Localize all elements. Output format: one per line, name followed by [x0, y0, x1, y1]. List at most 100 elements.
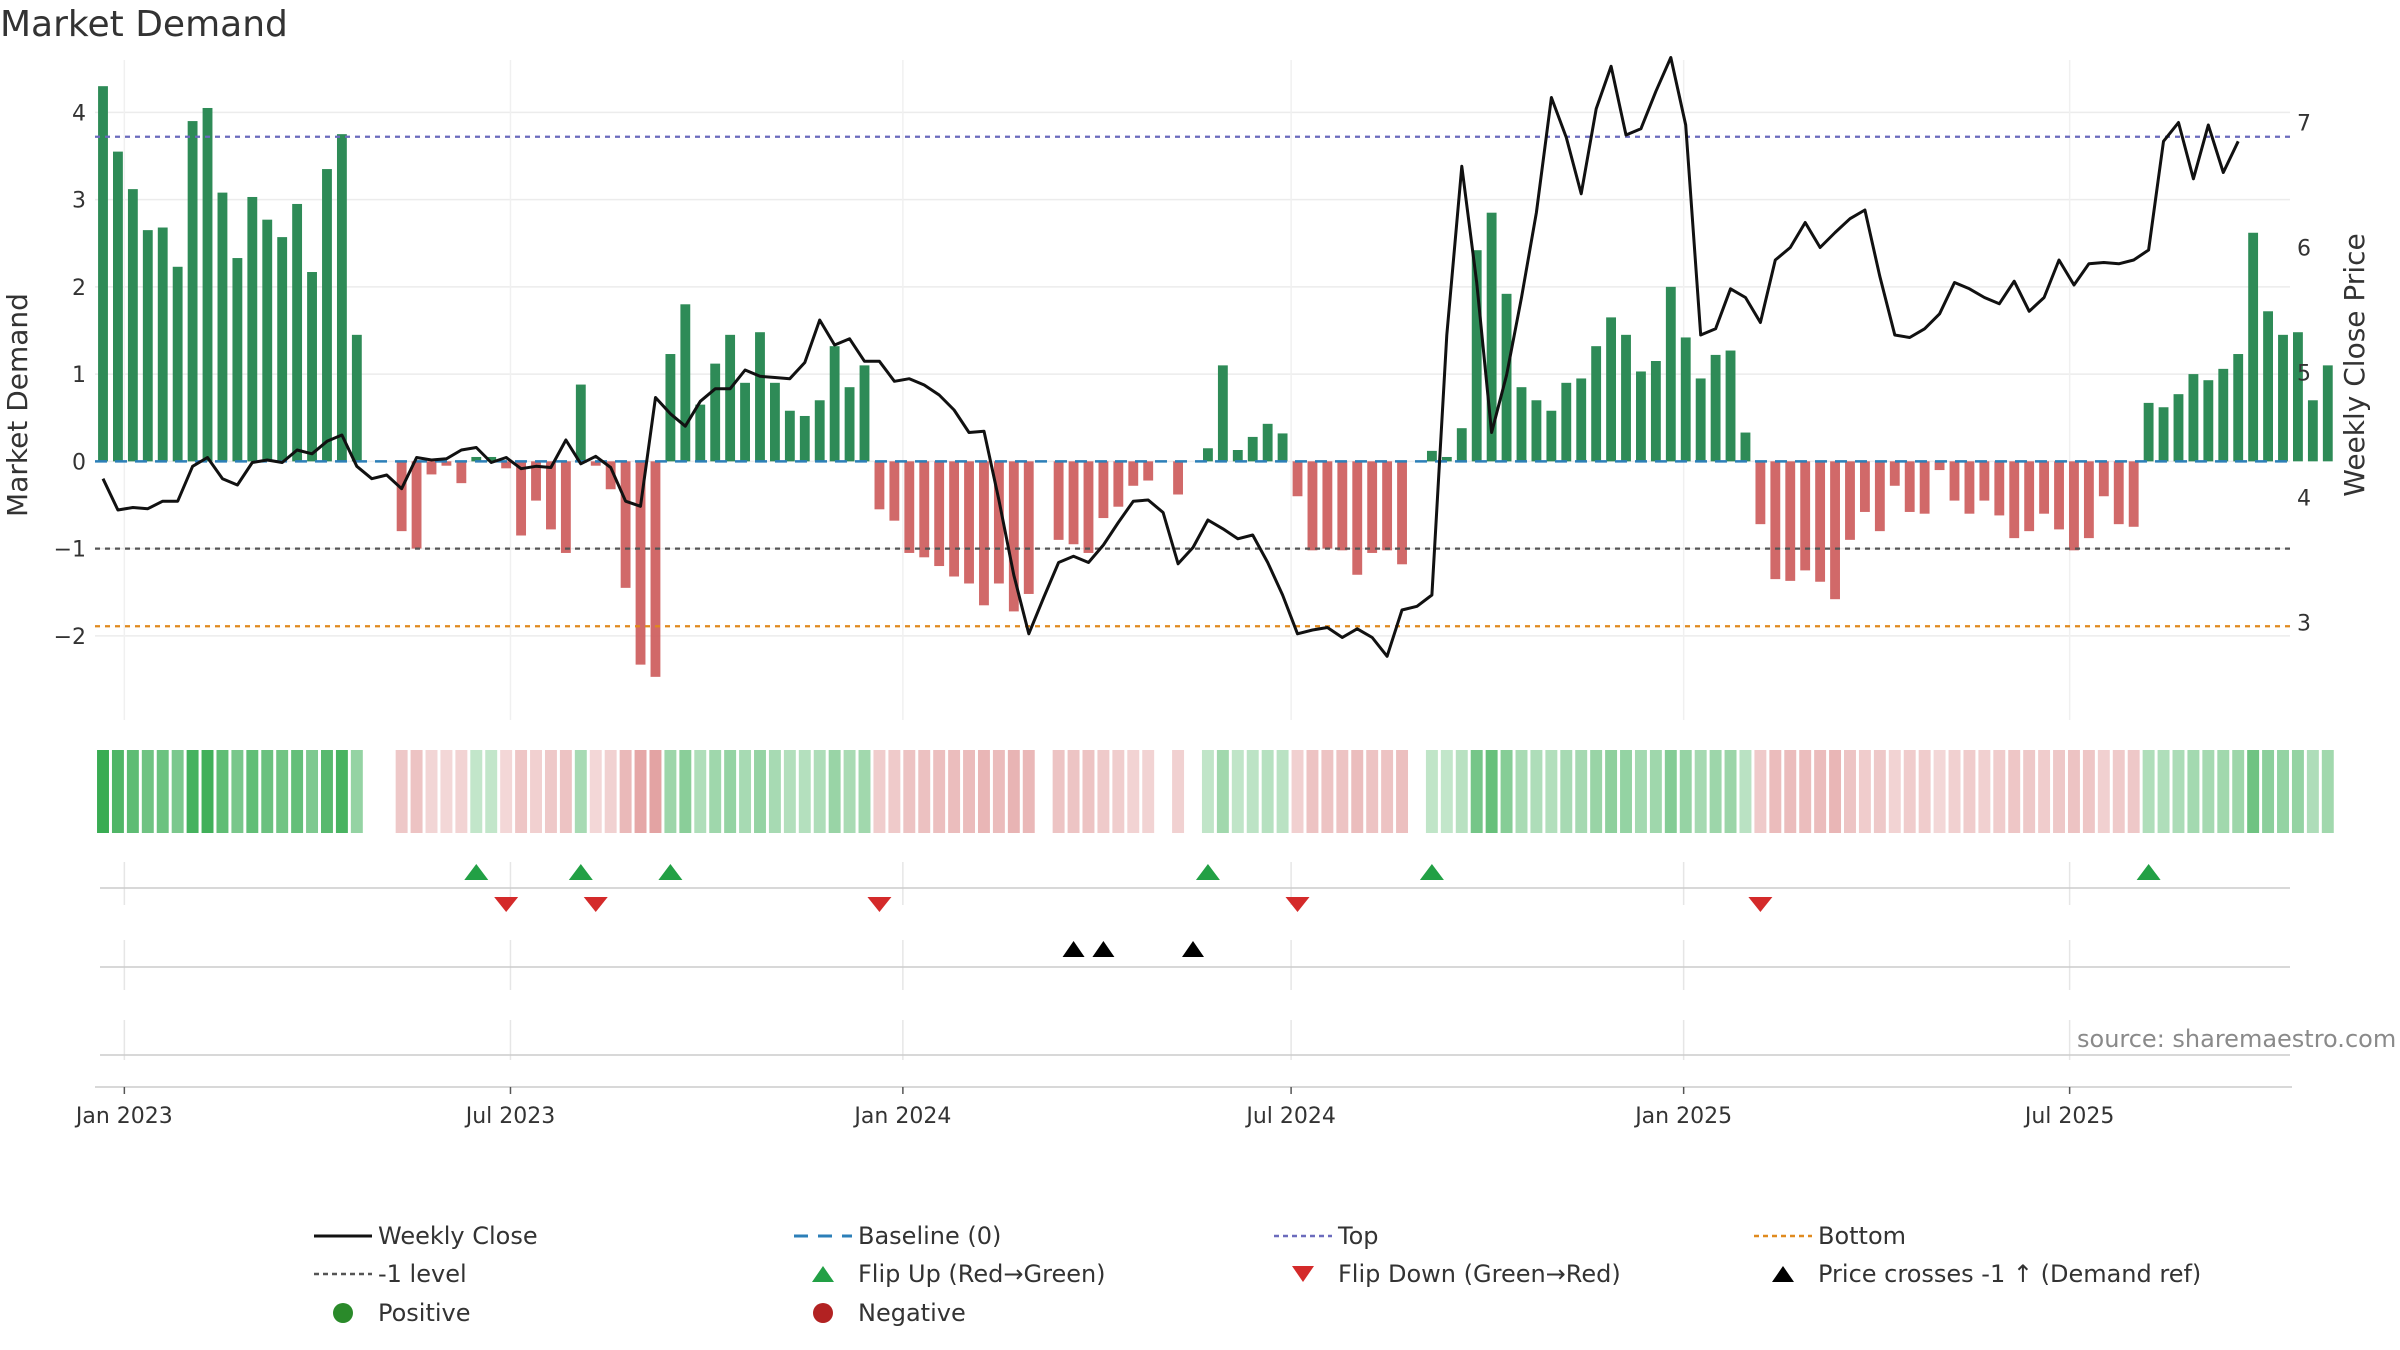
- demand-bar: [1785, 461, 1796, 581]
- flip-up-marker: [2136, 864, 2161, 880]
- demand-bar: [2083, 461, 2094, 539]
- heat-cell: [2217, 750, 2230, 833]
- heat-cell: [1381, 750, 1394, 833]
- heat-cell: [843, 750, 856, 833]
- heat-cell: [291, 750, 304, 833]
- heat-cell: [754, 750, 766, 833]
- demand-bar: [635, 461, 646, 665]
- demand-bar: [1591, 346, 1602, 462]
- heat-cell: [589, 750, 602, 833]
- demand-bar: [2248, 232, 2259, 462]
- legend-label: Top: [1338, 1222, 1379, 1250]
- price-cross-marker: [1062, 941, 1085, 957]
- heat-cell: [201, 750, 214, 833]
- heat-cell: [515, 750, 528, 833]
- heat-cell: [1620, 750, 1632, 833]
- heat-cell: [1739, 750, 1752, 833]
- demand-bar: [1456, 428, 1467, 462]
- demand-bar: [1770, 461, 1781, 580]
- flip-down-marker: [1285, 897, 1310, 912]
- demand-bar: [665, 354, 676, 462]
- demand-bar: [217, 192, 228, 462]
- demand-bar: [247, 196, 258, 462]
- demand-bar: [1830, 461, 1840, 600]
- demand-bar: [1874, 461, 1885, 532]
- heat-cell: [1694, 750, 1707, 833]
- demand-bar: [1083, 461, 1094, 553]
- demand-bar: [993, 461, 1004, 584]
- demand-bar: [411, 461, 422, 549]
- heat-cell: [1500, 750, 1513, 833]
- demand-bar: [874, 461, 885, 510]
- heat-cell: [1485, 750, 1498, 833]
- heat-cell: [1709, 750, 1722, 833]
- heat-cell: [1291, 750, 1304, 833]
- heat-cell: [1425, 750, 1438, 833]
- demand-bar: [2113, 461, 2124, 525]
- demand-bar: [605, 461, 616, 490]
- heat-cell: [1052, 750, 1065, 833]
- legend-item-cross: Price crosses -1 ↑ (Demand ref): [1750, 1256, 2201, 1292]
- heat-cell: [574, 750, 587, 833]
- heat-cell: [1067, 750, 1080, 833]
- flip-down-marker: [494, 897, 519, 912]
- heat-cell: [485, 750, 498, 833]
- heat-cell: [231, 750, 244, 833]
- heat-cell: [918, 750, 931, 833]
- heat-cell: [1858, 750, 1871, 833]
- y-right-tick-label: 4: [2297, 487, 2311, 512]
- heat-cell: [1201, 750, 1214, 833]
- demand-bar: [426, 461, 437, 475]
- demand-bar: [1143, 461, 1154, 481]
- heat-cell: [216, 750, 229, 833]
- price-cross-marker: [1182, 941, 1204, 957]
- demand-bar: [292, 203, 303, 462]
- heat-cell: [2157, 750, 2170, 833]
- heat-cell: [2306, 750, 2319, 833]
- demand-bar: [1636, 371, 1646, 462]
- heat-cell: [1082, 750, 1095, 833]
- demand-bar: [546, 461, 556, 530]
- demand-bar: [964, 461, 974, 584]
- heat-cell: [559, 750, 572, 833]
- demand-bar: [1889, 461, 1900, 486]
- heat-cell: [306, 750, 319, 833]
- heat-cell: [948, 750, 961, 833]
- demand-bar: [949, 461, 960, 577]
- demand-bar: [157, 227, 168, 462]
- heat-cell: [1649, 750, 1662, 833]
- demand-bar: [2054, 461, 2064, 530]
- heat-cell: [141, 750, 154, 833]
- legend-item-top: Top: [1270, 1218, 1379, 1254]
- dotted-line-icon: [310, 1256, 376, 1292]
- heat-cell: [739, 750, 752, 833]
- demand-bar: [486, 456, 497, 462]
- demand-bar: [1516, 387, 1527, 462]
- heat-cell: [1097, 750, 1110, 833]
- heat-cell: [828, 750, 841, 833]
- demand-bar: [1382, 461, 1393, 551]
- heat-cell: [111, 750, 124, 833]
- demand-bar: [127, 189, 138, 462]
- legend-label: Price crosses -1 ↑ (Demand ref): [1818, 1260, 2202, 1288]
- demand-bar: [799, 415, 810, 462]
- heat-cell: [2232, 750, 2245, 833]
- heat-cell: [634, 750, 647, 833]
- dashed-line-icon: [790, 1218, 856, 1254]
- triangle-up-icon: [1750, 1256, 1816, 1292]
- demand-bar: [844, 387, 855, 462]
- demand-bar: [680, 304, 691, 462]
- triangle-down-icon: [1270, 1256, 1336, 1292]
- legend-label: Bottom: [1818, 1222, 1907, 1250]
- x-tick-label: Jul 2023: [464, 1104, 556, 1129]
- demand-bar: [142, 230, 153, 462]
- heat-cell: [664, 750, 677, 833]
- heat-cell: [97, 750, 109, 833]
- heat-cell: [276, 750, 289, 833]
- triangle-up-icon: [790, 1256, 856, 1292]
- heat-cell: [783, 750, 796, 833]
- demand-bar: [1979, 461, 1990, 501]
- y-left-tick-label: 0: [72, 450, 86, 475]
- heat-cell: [888, 750, 901, 833]
- x-tick-label: Jan 2025: [1633, 1104, 1732, 1129]
